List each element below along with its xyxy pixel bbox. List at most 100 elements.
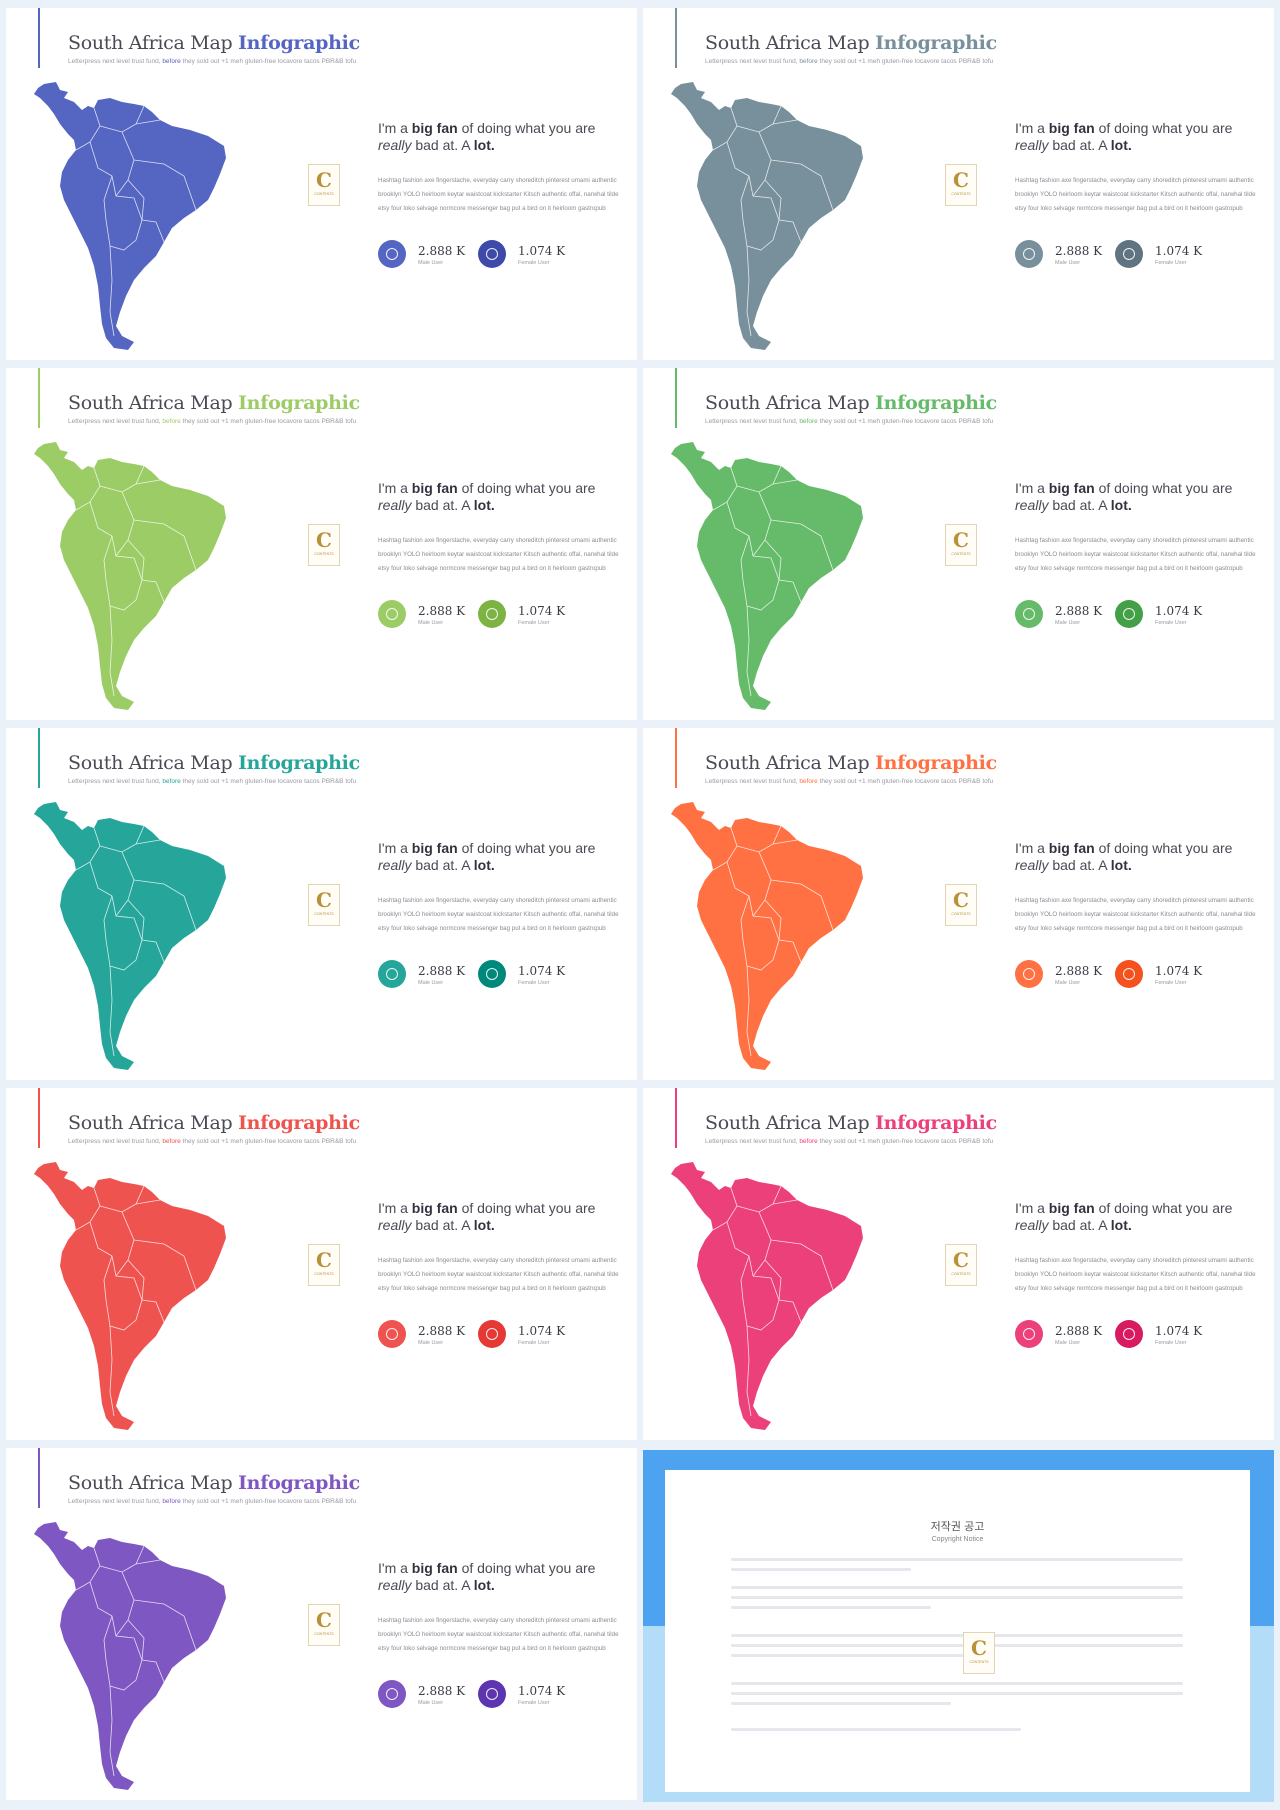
headline-text: of doing what you are (1094, 480, 1233, 496)
south-america-map (34, 442, 226, 710)
map-slide: South Africa Map Infographic Letterpress… (6, 8, 637, 360)
slide-title: South Africa Map Infographic (68, 1472, 360, 1494)
title-main: South Africa Map (68, 752, 233, 774)
title-highlight: Infographic (875, 392, 997, 414)
title-main: South Africa Map (68, 1472, 233, 1494)
subtitle-text: they sold out +1 meh gluten-free locavor… (817, 778, 994, 785)
title-highlight: Infographic (238, 392, 360, 414)
subtitle-text: they sold out +1 meh gluten-free locavor… (180, 778, 357, 785)
country-borders (75, 105, 197, 337)
stat-label: Female User (518, 620, 550, 626)
subtitle-text: they sold out +1 meh gluten-free locavor… (180, 1498, 357, 1505)
subtitle-highlight: before (799, 418, 818, 425)
title-highlight: Infographic (238, 752, 360, 774)
logo-letter: C (953, 168, 969, 192)
headline-text: I'm a (1015, 120, 1049, 136)
headline-text: bad at. A (1048, 857, 1111, 873)
south-america-map (34, 1522, 226, 1790)
south-america-map (34, 82, 226, 350)
female-user-icon (478, 1680, 506, 1708)
logo-caption: CONTENTS (969, 1660, 989, 1664)
body-paragraph: Hashtag fashion axe fingerstache, everyd… (378, 177, 619, 212)
south-america-map (671, 442, 863, 710)
title-main: South Africa Map (705, 32, 870, 54)
body-paragraph: Hashtag fashion axe fingerstache, everyd… (1015, 897, 1256, 932)
slide-subtitle: Letterpress next level trust fund, befor… (68, 778, 356, 785)
headline: I'm a big fan of doing what you are reall… (1015, 120, 1255, 154)
stat-value: 1.074 K (1155, 1324, 1203, 1338)
headline-bold: lot. (1110, 857, 1132, 873)
slide-subtitle: Letterpress next level trust fund, befor… (705, 418, 993, 425)
headline-text: of doing what you are (1094, 840, 1233, 856)
female-user-icon (478, 1320, 506, 1348)
headline: I'm a big fan of doing what you are reall… (378, 840, 618, 874)
logo-letter: C (316, 1248, 332, 1272)
map-slide: South Africa Map Infographic Letterpress… (6, 1448, 637, 1800)
notice-subtitle: Copyright Notice (931, 1536, 984, 1543)
stat-label: Female User (1155, 980, 1187, 986)
subtitle-highlight: before (162, 778, 181, 785)
south-america-map (671, 802, 863, 1070)
title-main: South Africa Map (705, 1112, 870, 1134)
notice-text-line (731, 1654, 991, 1657)
subtitle-text: Letterpress next level trust fund, (705, 418, 800, 425)
contents-logo: C CONTENTS (945, 1244, 977, 1286)
subtitle-text: they sold out +1 meh gluten-free locavor… (817, 1138, 994, 1145)
male-user-icon (1015, 960, 1043, 988)
logo-caption: CONTENTS (314, 552, 334, 556)
subtitle-highlight: before (162, 1138, 181, 1145)
subtitle-text: they sold out +1 meh gluten-free locavor… (817, 418, 994, 425)
headline-bold: lot. (473, 1577, 495, 1593)
stat-value: 1.074 K (518, 1684, 566, 1698)
headline-text: bad at. A (411, 497, 474, 513)
notice-title: 저작권 공고 (930, 1521, 985, 1533)
contents-logo: C CONTENTS (945, 524, 977, 566)
subtitle-highlight: before (799, 58, 818, 65)
subtitle-text: Letterpress next level trust fund, (68, 1138, 163, 1145)
map-slide: South Africa Map Infographic Letterpress… (6, 728, 637, 1080)
logo-caption: CONTENTS (951, 192, 971, 196)
headline-text: of doing what you are (457, 840, 596, 856)
subtitle-text: they sold out +1 meh gluten-free locavor… (180, 58, 357, 65)
accent-bar (675, 8, 677, 68)
subtitle-text: Letterpress next level trust fund, (68, 58, 163, 65)
stat-value: 2.888 K (1055, 244, 1103, 258)
title-main: South Africa Map (68, 392, 233, 414)
stat-label: Female User (1155, 620, 1187, 626)
stat-value: 1.074 K (518, 244, 566, 258)
headline-text: bad at. A (411, 857, 474, 873)
male-user-icon (378, 960, 406, 988)
headline-text: of doing what you are (457, 1560, 596, 1576)
stat-label: Male User (418, 260, 444, 266)
notice-text-line (731, 1644, 1183, 1647)
title-main: South Africa Map (68, 32, 233, 54)
stat-value: 1.074 K (1155, 244, 1203, 258)
slide-subtitle: Letterpress next level trust fund, befor… (68, 1498, 356, 1505)
stat-label: Female User (518, 980, 550, 986)
title-main: South Africa Map (68, 1112, 233, 1134)
female-user-icon (1115, 1320, 1143, 1348)
headline-text: of doing what you are (1094, 1200, 1233, 1216)
headline-bold: lot. (473, 1217, 495, 1233)
title-highlight: Infographic (875, 1112, 997, 1134)
subtitle-highlight: before (162, 1498, 181, 1505)
male-user-icon (1015, 1320, 1043, 1348)
body-paragraph: Hashtag fashion axe fingerstache, everyd… (378, 1617, 619, 1652)
logo-letter: C (971, 1636, 987, 1660)
slide-title: South Africa Map Infographic (68, 392, 360, 414)
headline-text: bad at. A (1048, 137, 1111, 153)
slide-subtitle: Letterpress next level trust fund, befor… (68, 1138, 356, 1145)
female-user-icon (1115, 960, 1143, 988)
accent-bar (675, 728, 677, 788)
body-paragraph: Hashtag fashion axe fingerstache, everyd… (378, 537, 619, 572)
slide-subtitle: Letterpress next level trust fund, befor… (705, 1138, 993, 1145)
body-paragraph: Hashtag fashion axe fingerstache, everyd… (378, 897, 619, 932)
headline-italic: really (378, 137, 412, 153)
stat-value: 2.888 K (418, 604, 466, 618)
headline-text: I'm a (378, 480, 412, 496)
country-borders (75, 1545, 197, 1777)
country-borders (712, 465, 834, 697)
country-borders (712, 1185, 834, 1417)
body-paragraph: Hashtag fashion axe fingerstache, everyd… (378, 1257, 619, 1292)
